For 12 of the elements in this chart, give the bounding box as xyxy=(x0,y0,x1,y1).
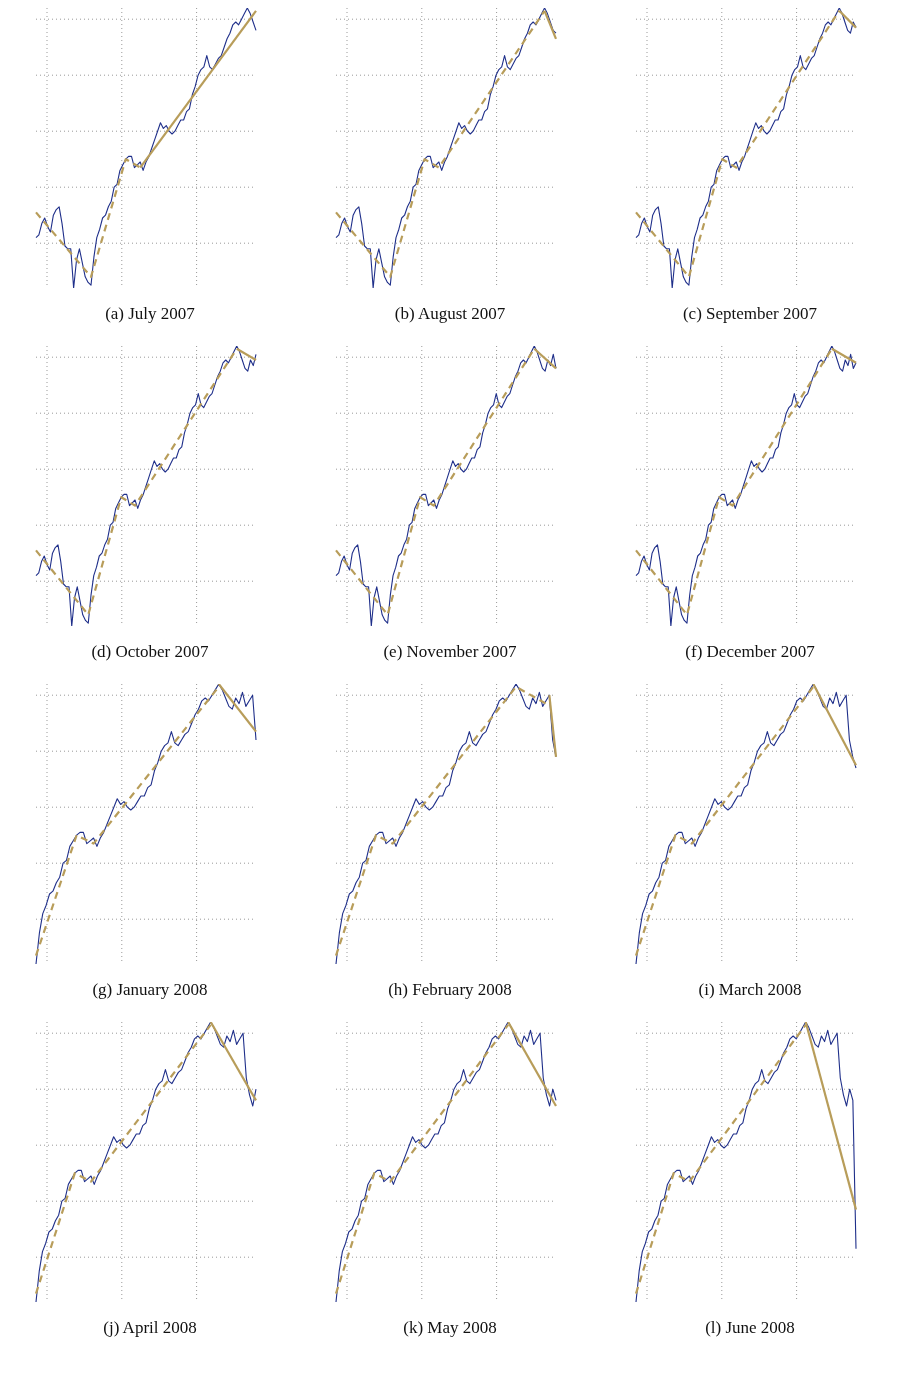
text: (j) April 2008 xyxy=(103,1318,197,1338)
text: (b) August 2007 xyxy=(394,304,506,324)
text: (h) February 2008 xyxy=(388,980,512,1000)
text: (f) December 2007 xyxy=(685,642,815,662)
text: (d) October 2007 xyxy=(91,642,209,662)
text: (c) September 2007 xyxy=(682,304,818,324)
text: (e) November 2007 xyxy=(383,642,517,662)
text: (i) March 2008 xyxy=(698,980,802,1000)
text: (g) January 2008 xyxy=(92,980,208,1000)
text: (a) July 2007 xyxy=(105,304,195,324)
text: (l) June 2008 xyxy=(705,1318,795,1338)
text: (k) May 2008 xyxy=(403,1318,497,1338)
